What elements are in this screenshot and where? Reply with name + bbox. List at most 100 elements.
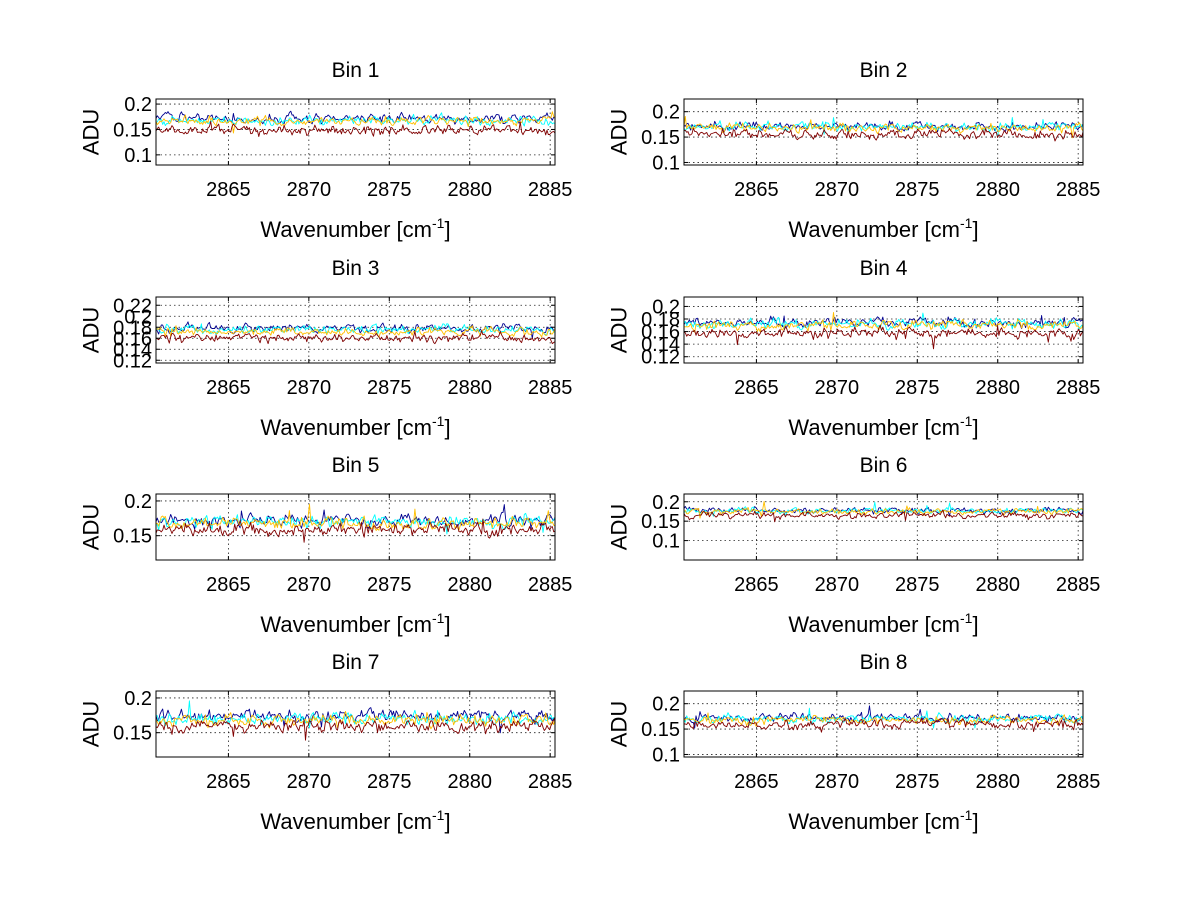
y-tick-label: 0.12 — [113, 350, 152, 372]
x-axis-label: Wavenumber [cm-1] — [260, 610, 450, 637]
series-line-1 — [156, 707, 555, 734]
gridlines — [156, 297, 555, 363]
y-tick-label: 0.15 — [641, 719, 680, 741]
plot-area — [155, 98, 556, 166]
x-tick-label: 2880 — [447, 377, 492, 399]
y-axis-label: ADU — [79, 307, 104, 353]
x-tick-label: 2885 — [1056, 574, 1101, 596]
series-line-4 — [684, 324, 1083, 350]
axes-frame — [155, 296, 556, 364]
series-group — [156, 110, 555, 137]
y-tick-label: 0.2 — [652, 102, 680, 124]
y-tick-label: 0.1 — [652, 152, 680, 174]
y-tick-label: 0.2 — [124, 491, 152, 513]
subplot-bin-7: 2865 2870 2875 2880 2885 0.15 0.2 Bin 7 Wavenumb… — [79, 651, 573, 834]
x-tick-label: 2865 — [734, 574, 779, 596]
subplot-bin-8: 2865 2870 2875 2880 2885 0.1 0.15 0.2 Bin 8 Waven… — [607, 651, 1101, 834]
x-tick-label: 2865 — [734, 179, 779, 201]
series-group — [684, 705, 1083, 733]
x-axis-label: Wavenumber [cm-1] — [260, 413, 450, 440]
series-line-4 — [156, 716, 555, 741]
y-tick-label: 0.16 — [641, 322, 680, 344]
plot-area — [683, 98, 1084, 166]
x-tick-label: 2885 — [528, 179, 573, 201]
y-tick-label: 0.12 — [641, 347, 680, 369]
y-axis-label: ADU — [607, 701, 632, 747]
axes-frame — [683, 98, 1084, 166]
axes-frame — [155, 98, 556, 166]
x-tick-label: 2870 — [287, 771, 332, 793]
subplot-title: Bin 3 — [332, 257, 380, 280]
axes-frame — [683, 690, 1084, 758]
axes-frame — [155, 493, 556, 561]
x-tick-label: 2870 — [815, 179, 860, 201]
x-tick-label: 2865 — [734, 771, 779, 793]
subplot-bin-6: 2865 2870 2875 2880 2885 0.10.150.2 Bin 6 Waven… — [607, 454, 1101, 637]
subplot-title: Bin 1 — [332, 59, 380, 82]
series-line-3 — [156, 710, 555, 730]
subplot-bin-5: 2865 2870 2875 2880 2885 0.15 0.2 Bin 5 Wavenumb… — [79, 454, 573, 637]
x-tick-label: 2875 — [367, 179, 412, 201]
y-tick-label: 0.15 — [113, 526, 152, 548]
series-group — [684, 312, 1083, 350]
x-axis-label: Wavenumber [cm-1] — [788, 215, 978, 242]
axes-frame — [683, 493, 1084, 561]
series-line-3 — [684, 115, 1083, 139]
series-group — [156, 700, 555, 741]
x-tick-label: 2865 — [734, 377, 779, 399]
y-tick-label: 0.18 — [113, 317, 152, 339]
y-tick-label: 0.14 — [113, 339, 152, 361]
subplot-bin-1: 2865 2870 2875 2880 2885 0.1 0.15 0.2 Bin 1 Waven… — [79, 59, 573, 242]
series-line-4 — [156, 330, 555, 345]
series-line-3 — [684, 712, 1083, 727]
x-tick-label: 2870 — [287, 377, 332, 399]
y-axis-label: ADU — [79, 109, 104, 155]
plot-area — [155, 493, 556, 561]
y-tick-label: 0.2 — [124, 688, 152, 710]
x-tick-label: 2885 — [528, 771, 573, 793]
series-line-4 — [156, 518, 555, 543]
subplot-title: Bin 5 — [332, 454, 380, 477]
x-tick-label: 2885 — [528, 377, 573, 399]
y-axis-label: ADU — [79, 504, 104, 550]
x-tick-label: 2865 — [206, 179, 251, 201]
x-axis-label: Wavenumber [cm-1] — [260, 215, 450, 242]
x-tick-label: 2880 — [447, 179, 492, 201]
series-line-2 — [156, 512, 555, 535]
x-tick-label: 2880 — [975, 377, 1020, 399]
series-line-3 — [684, 501, 1083, 519]
gridlines — [684, 99, 1083, 165]
subplot-bin-2: 2865 2870 2875 2880 2885 0.1 0.15 0.2 Bin 2 Waven… — [607, 59, 1101, 242]
x-tick-label: 2880 — [975, 574, 1020, 596]
subplot-title: Bin 6 — [860, 454, 908, 477]
x-tick-label: 2865 — [206, 771, 251, 793]
series-line-3 — [156, 111, 555, 134]
y-tick-label: 0.1 — [652, 531, 680, 553]
x-axis-label: Wavenumber [cm-1] — [788, 807, 978, 834]
subplot-title: Bin 4 — [860, 257, 908, 280]
series-line-1 — [684, 120, 1083, 133]
subplot-title: Bin 2 — [860, 59, 908, 82]
y-tick-label: 0.15 — [641, 511, 680, 533]
y-axis-label: ADU — [607, 504, 632, 550]
series-group — [684, 115, 1083, 142]
x-tick-label: 2865 — [206, 377, 251, 399]
y-tick-label: 0.2 — [652, 492, 680, 514]
x-tick-label: 2870 — [287, 179, 332, 201]
x-tick-label: 2875 — [367, 771, 412, 793]
subplot-bin-3: 2865 2870 2875 2880 2885 0.120.140.160.180.20… — [79, 257, 573, 440]
y-tick-label: 0.1 — [124, 145, 152, 167]
x-tick-label: 2875 — [895, 377, 940, 399]
subplot-title: Bin 8 — [860, 651, 908, 674]
x-axis-label: Wavenumber [cm-1] — [788, 413, 978, 440]
x-tick-label: 2885 — [1056, 179, 1101, 201]
y-tick-label: 0.1 — [652, 744, 680, 766]
x-tick-label: 2870 — [815, 377, 860, 399]
y-tick-label: 0.18 — [641, 309, 680, 331]
gridlines — [684, 494, 1083, 560]
axes-frame — [155, 690, 556, 758]
x-tick-label: 2875 — [895, 179, 940, 201]
x-tick-label: 2885 — [1056, 771, 1101, 793]
x-tick-label: 2880 — [975, 179, 1020, 201]
